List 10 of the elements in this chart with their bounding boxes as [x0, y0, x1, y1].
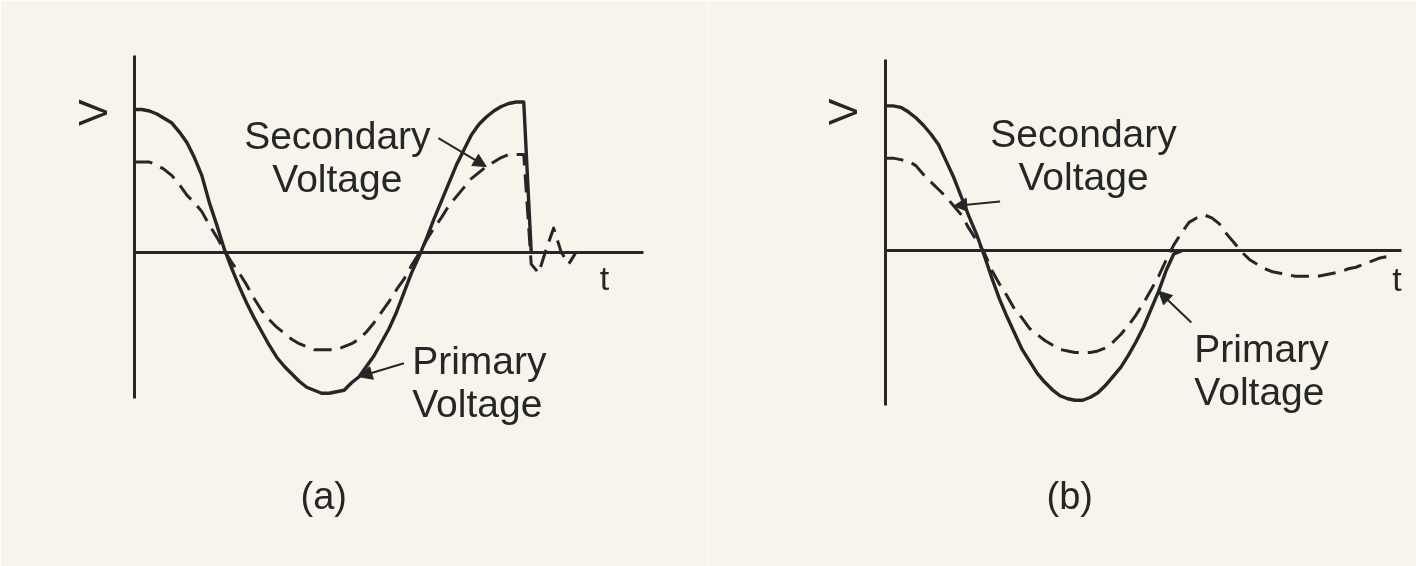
series-label: Secondary Voltage	[990, 111, 1178, 198]
legend-label: Primary Voltage	[1194, 327, 1330, 414]
text: (a)	[300, 474, 347, 517]
y-axis-title: V	[821, 98, 866, 126]
x-axis-title: t	[599, 258, 610, 297]
series-label: Secondary Voltage	[244, 114, 432, 201]
x-axis-title: t	[1392, 260, 1403, 299]
y-axis-title: V	[70, 98, 115, 126]
text: (b)	[1046, 474, 1093, 517]
legend-label: Primary Voltage	[412, 339, 548, 426]
